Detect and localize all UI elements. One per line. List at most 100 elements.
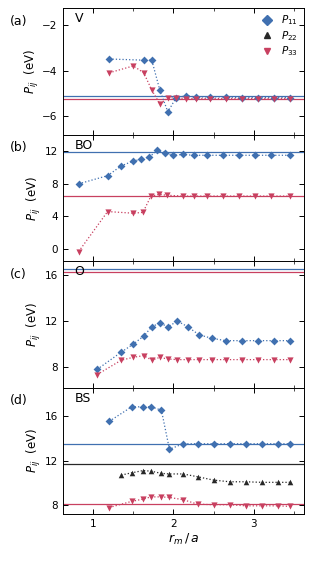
Point [271, 336, 276, 345]
Point [183, 91, 188, 100]
Point [107, 503, 112, 512]
Point [269, 151, 274, 160]
Point [275, 501, 280, 510]
Point [157, 353, 162, 362]
Point [181, 150, 186, 159]
Point [223, 94, 228, 103]
Point [155, 146, 160, 155]
Point [159, 406, 164, 415]
Point [149, 356, 154, 365]
Point [253, 151, 258, 160]
Point [253, 192, 258, 201]
Point [141, 56, 146, 65]
Text: V: V [75, 12, 83, 25]
Point [223, 93, 228, 102]
Point [197, 330, 202, 339]
Point [271, 355, 276, 364]
Point [181, 439, 186, 448]
Point [195, 500, 200, 509]
Point [141, 466, 146, 475]
Point [287, 336, 292, 345]
Text: (d): (d) [10, 394, 27, 407]
Point [131, 156, 136, 165]
Point [209, 334, 214, 343]
Point [119, 470, 124, 479]
Point [148, 402, 153, 411]
Point [141, 495, 146, 504]
Point [185, 355, 190, 364]
Text: (c): (c) [10, 268, 26, 280]
Point [129, 468, 134, 477]
Text: BO: BO [75, 139, 93, 152]
Point [287, 151, 292, 160]
Point [149, 85, 154, 94]
Point [243, 501, 248, 510]
Text: (a): (a) [10, 15, 27, 28]
Point [287, 93, 292, 102]
Point [119, 348, 124, 357]
Point [107, 55, 112, 64]
Point [149, 56, 154, 65]
Point [76, 247, 81, 256]
Point [167, 469, 172, 478]
Point [105, 207, 110, 216]
Point [107, 69, 112, 78]
Point [141, 208, 146, 217]
Point [165, 191, 170, 200]
Point [195, 472, 200, 481]
Point [183, 94, 188, 103]
Y-axis label: $P_{ij}$  (eV): $P_{ij}$ (eV) [25, 429, 43, 473]
Point [95, 365, 100, 374]
Point [239, 93, 244, 102]
Point [239, 336, 244, 345]
Point [223, 336, 228, 345]
Text: O: O [75, 265, 85, 278]
Point [287, 478, 292, 487]
Point [141, 332, 146, 341]
Point [159, 469, 164, 478]
Point [173, 94, 178, 103]
Point [207, 93, 212, 102]
Point [209, 355, 214, 364]
Point [107, 417, 112, 426]
Point [211, 500, 216, 509]
Point [275, 478, 280, 487]
Point [148, 466, 153, 475]
Point [157, 99, 162, 108]
Point [175, 316, 180, 325]
Point [239, 355, 244, 364]
Point [131, 209, 136, 217]
Point [167, 493, 172, 502]
Point [148, 492, 153, 501]
Point [271, 94, 276, 103]
Point [156, 190, 162, 199]
Point [181, 495, 186, 504]
Point [205, 192, 210, 201]
X-axis label: $r_{m}\,/\,a$: $r_{m}\,/\,a$ [167, 532, 199, 547]
Point [259, 439, 264, 448]
Point [287, 502, 292, 511]
Point [211, 475, 216, 484]
Point [243, 477, 248, 486]
Point [287, 355, 292, 364]
Point [221, 151, 226, 160]
Point [223, 355, 228, 364]
Point [227, 500, 232, 509]
Point [141, 351, 146, 360]
Point [141, 69, 146, 78]
Point [165, 355, 170, 364]
Point [287, 94, 292, 103]
Point [95, 370, 100, 379]
Point [163, 148, 168, 157]
Point [259, 478, 264, 487]
Point [171, 151, 176, 160]
Point [159, 492, 164, 501]
Y-axis label: $P_{ij}$  (eV): $P_{ij}$ (eV) [25, 302, 43, 347]
Point [287, 439, 292, 448]
Y-axis label: $P_{ij}$  (eV): $P_{ij}$ (eV) [25, 176, 43, 220]
Point [205, 151, 210, 160]
Point [149, 323, 154, 332]
Point [165, 107, 170, 116]
Y-axis label: $P_{ij}$  (eV): $P_{ij}$ (eV) [23, 49, 41, 94]
Point [167, 445, 172, 454]
